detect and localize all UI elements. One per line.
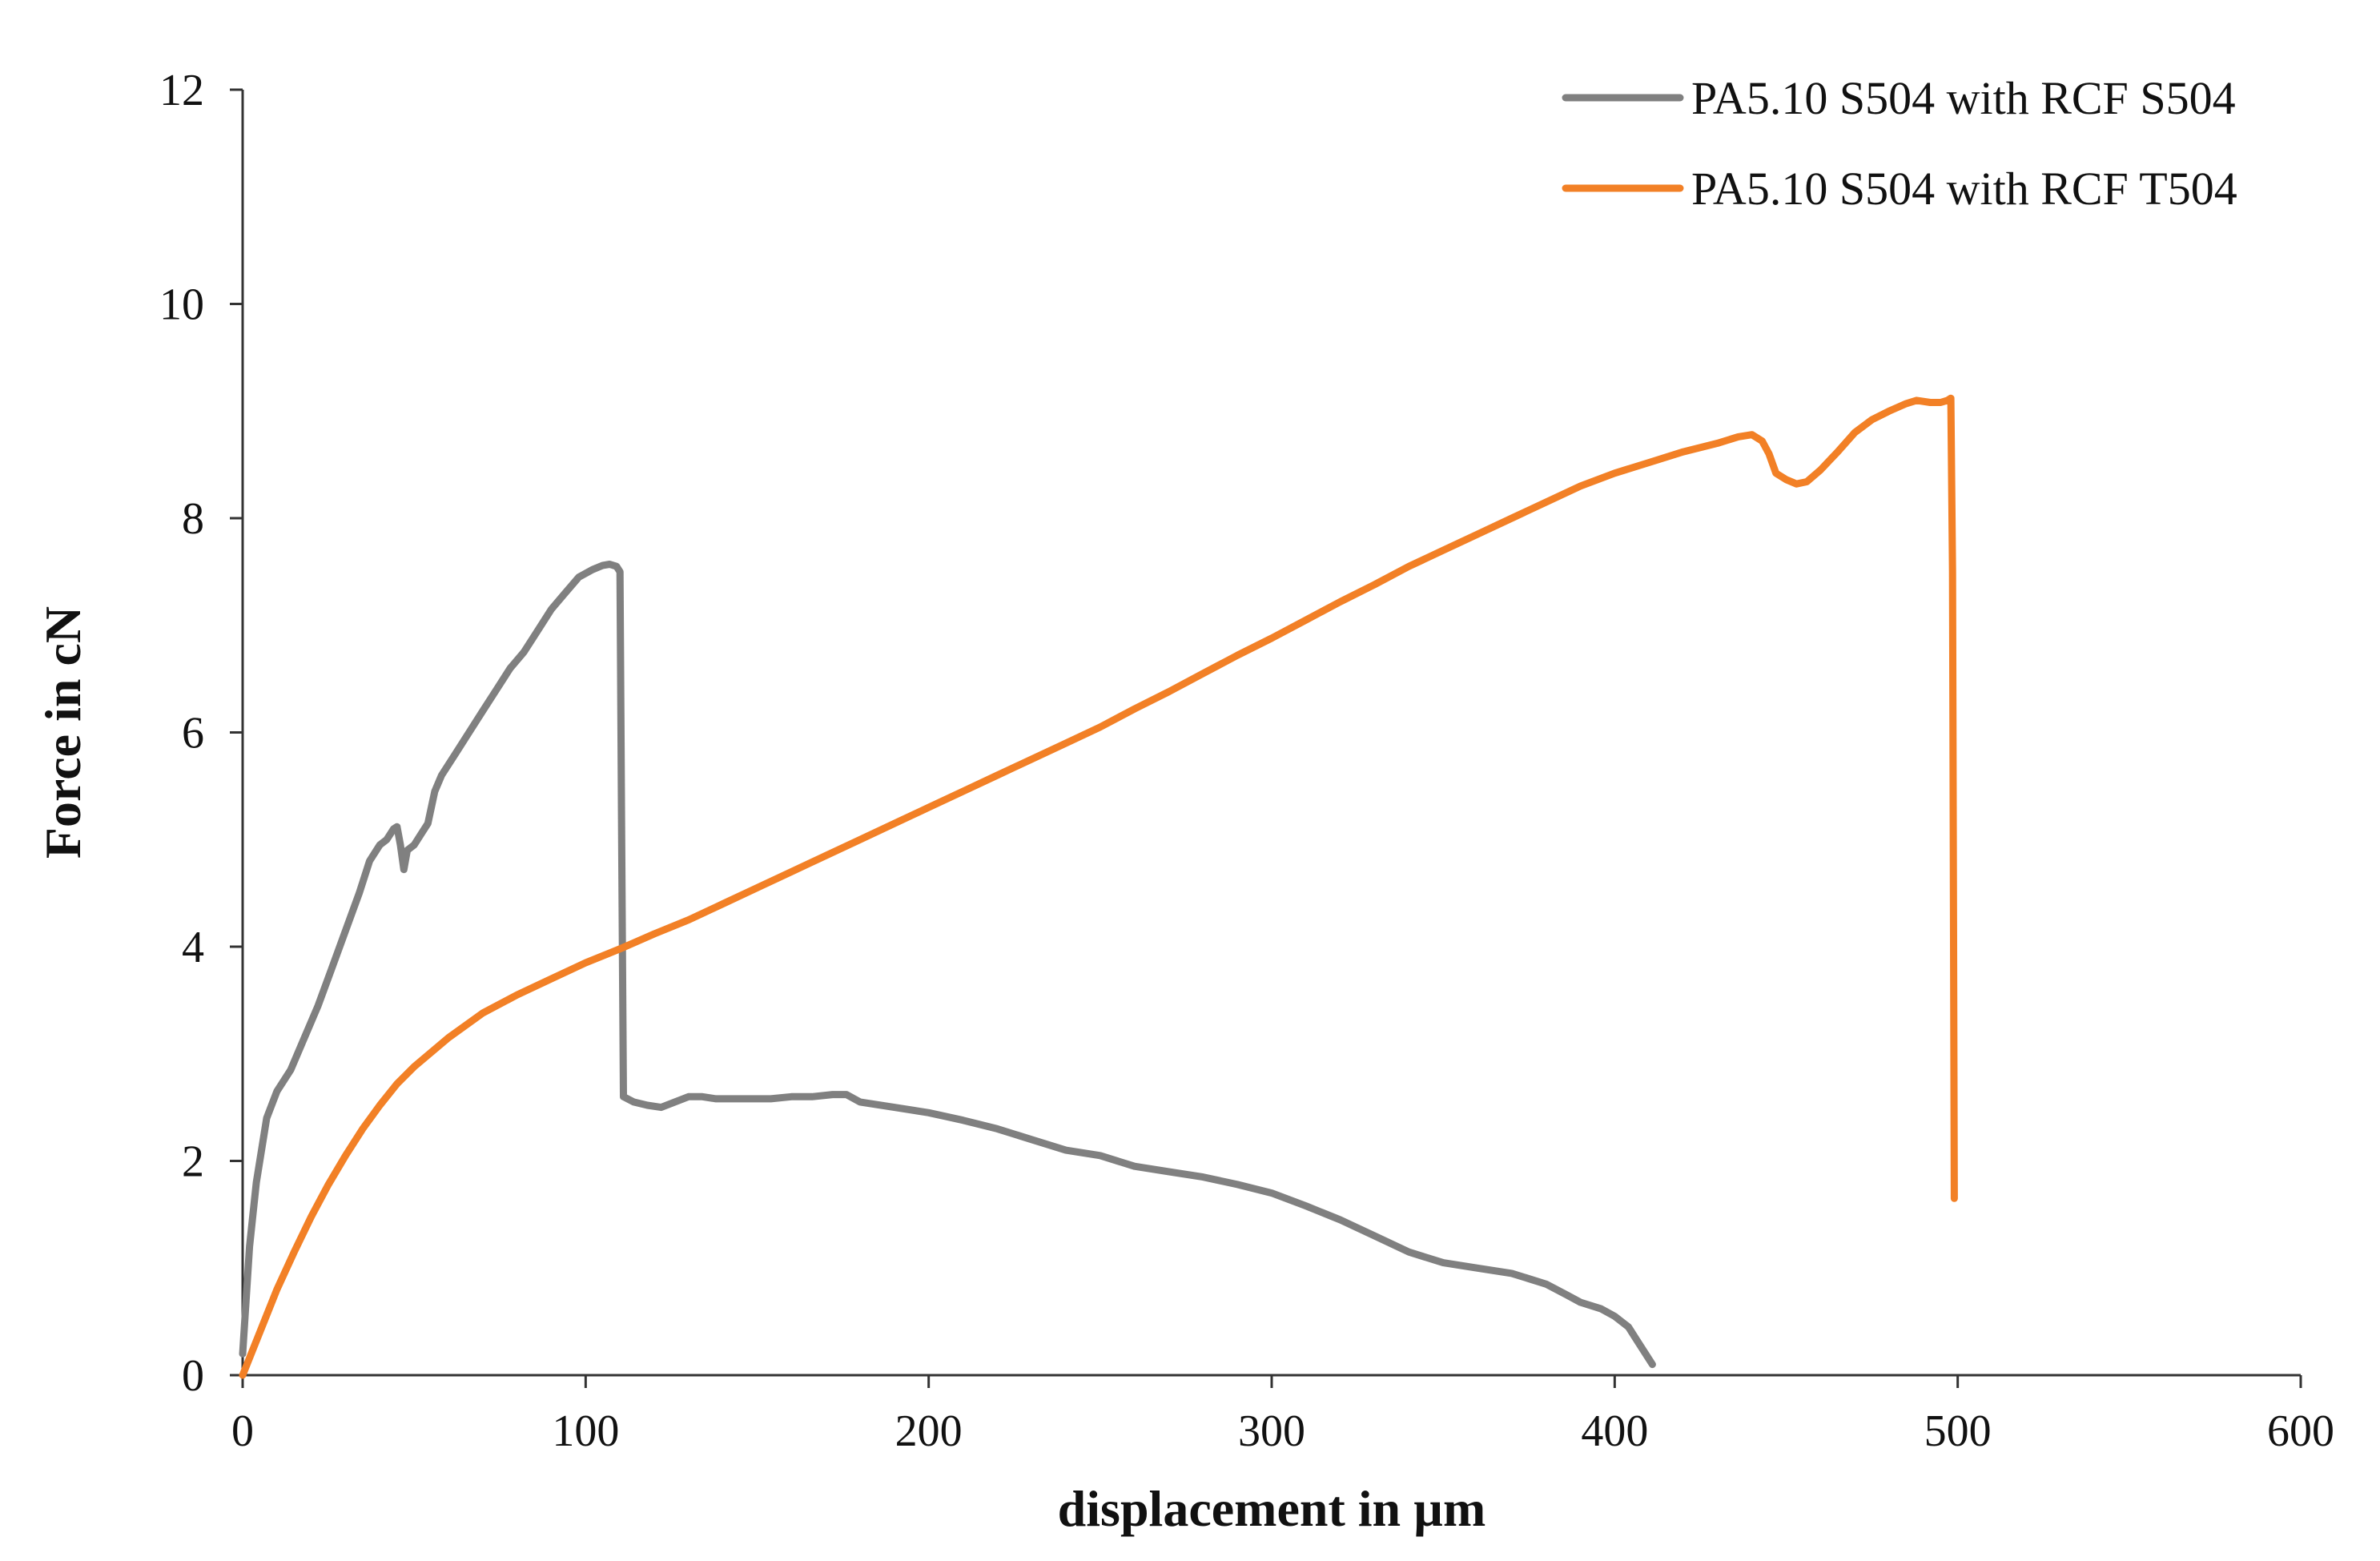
y-axis-title: Force in cN: [34, 606, 91, 859]
y-tick-label: 2: [182, 1137, 204, 1187]
x-tick-label: 400: [1581, 1406, 1648, 1456]
x-tick-label: 600: [2267, 1406, 2334, 1456]
y-tick-label: 6: [182, 709, 204, 758]
legend: PA5.10 S504 with RCF S504 PA5.10 S504 wit…: [1562, 72, 2237, 215]
x-axis-title: displacement in µm: [1058, 1480, 1486, 1537]
legend-label-2: PA5.10 S504 with RCF T504: [1691, 163, 2237, 215]
tick-group: 0 100 200 300 400 500 600 0 2 4 6 8 10 12: [159, 66, 2334, 1456]
x-tick-label: 500: [1924, 1406, 1992, 1456]
y-tick-label: 8: [182, 494, 204, 544]
x-tick-label: 200: [895, 1406, 963, 1456]
y-tick-label: 0: [182, 1351, 204, 1401]
y-tick-label: 10: [159, 280, 204, 330]
y-tick-label: 4: [182, 923, 204, 972]
x-tick-label: 100: [552, 1406, 619, 1456]
x-tick-label: 300: [1238, 1406, 1305, 1456]
series-line-1: [239, 561, 1656, 1369]
legend-label-1: PA5.10 S504 with RCF S504: [1691, 72, 2236, 124]
y-tick-label: 12: [159, 66, 204, 115]
series-line-2: [239, 394, 1958, 1379]
x-tick-label: 0: [231, 1406, 254, 1456]
plot-area: [239, 394, 1958, 1379]
